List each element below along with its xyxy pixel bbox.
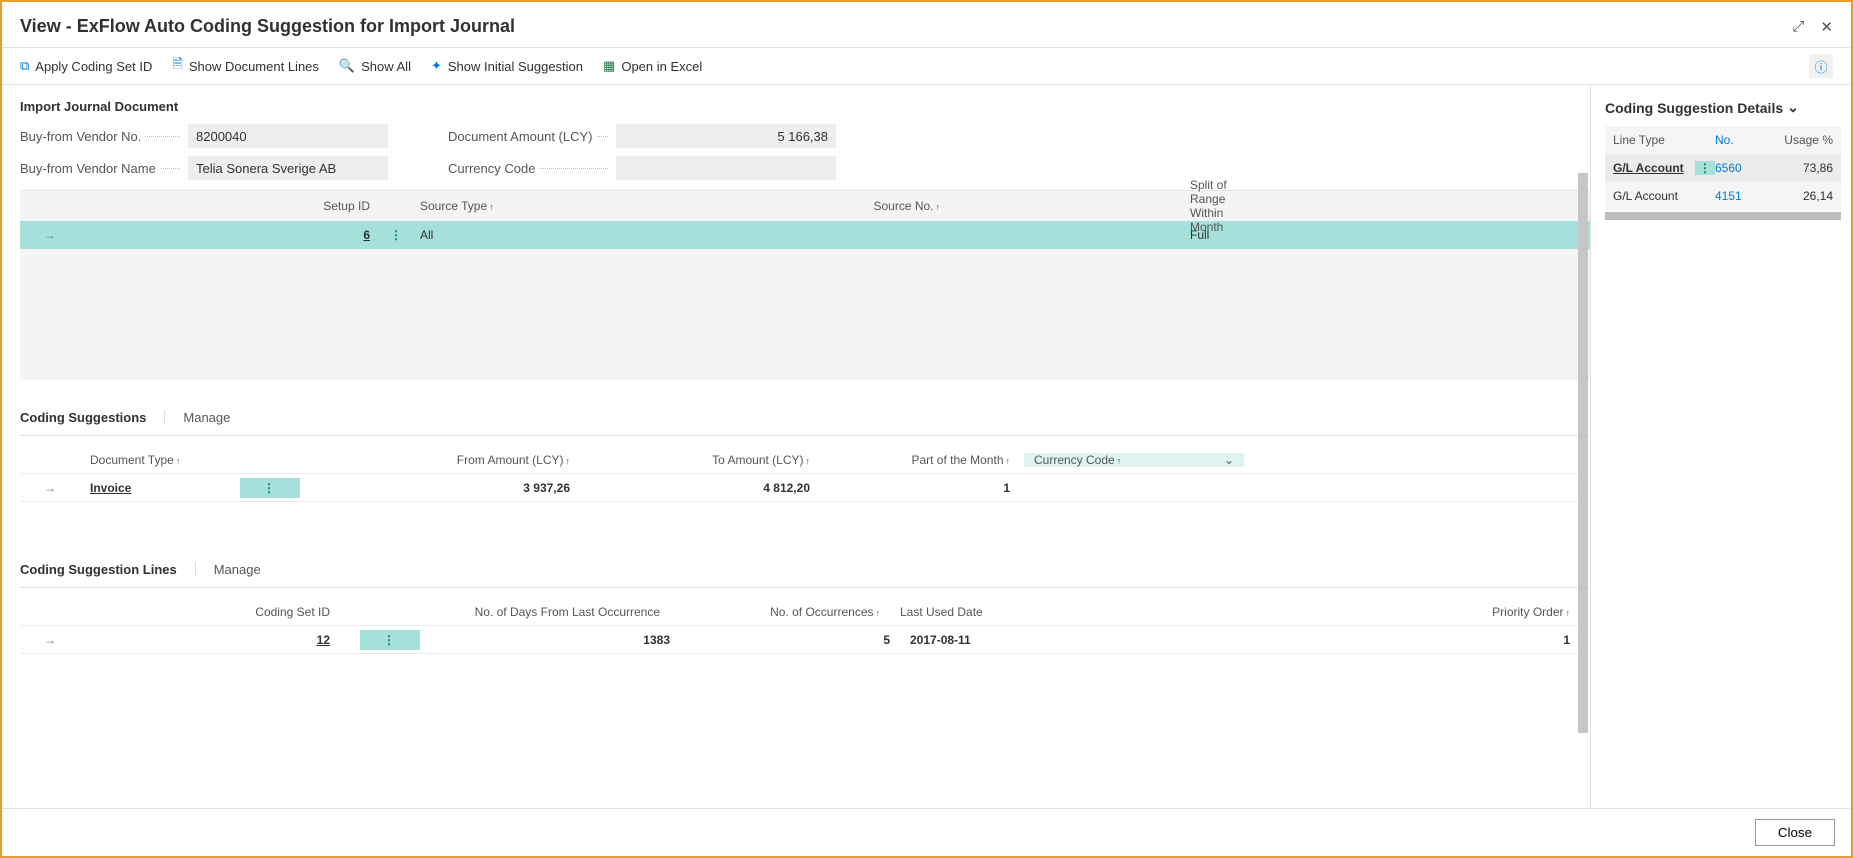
coding-lines-manage-button[interactable]: Manage: [214, 562, 261, 577]
dialog-footer: Close: [2, 808, 1851, 856]
coding-set-id-link[interactable]: 12: [317, 633, 330, 647]
col-source-no[interactable]: Source No.: [873, 199, 933, 213]
row-arrow-icon[interactable]: →: [20, 481, 80, 495]
line-type-value: G/L Account: [1605, 189, 1695, 203]
col-currency-filter[interactable]: Currency Code↑ ⌄: [1024, 453, 1244, 467]
details-title: Coding Suggestion Details: [1605, 100, 1783, 116]
show-all-button[interactable]: 🔍 Show All: [339, 58, 411, 74]
coding-suggestions-manage-button[interactable]: Manage: [183, 410, 230, 425]
from-amount-value: 3 937,26: [300, 481, 580, 495]
close-icon[interactable]: ✕: [1820, 18, 1833, 36]
vendor-no-label: Buy-from Vendor No.: [20, 129, 145, 144]
col-priority[interactable]: Priority Order: [1492, 605, 1563, 619]
col-setup-id[interactable]: Setup ID: [80, 199, 380, 213]
toolbar: ⧉ Apply Coding Set ID 🗎 Show Document Li…: [2, 48, 1851, 85]
coding-suggestion-row[interactable]: → Invoice ⋮ 3 937,26 4 812,20 1: [20, 474, 1590, 502]
row-arrow-icon[interactable]: →: [20, 633, 80, 647]
to-amount-value: 4 812,20: [580, 481, 820, 495]
vendor-name-field[interactable]: Telia Sonera Sverige AB: [188, 156, 388, 180]
col-coding-set-id[interactable]: Coding Set ID: [80, 605, 340, 619]
info-icon[interactable]: ⓘ: [1809, 54, 1833, 78]
collapse-icon[interactable]: ⤢: [1792, 18, 1804, 36]
col-split[interactable]: Split of Range Within Month: [950, 178, 1250, 234]
col-source-type[interactable]: Source Type: [420, 199, 487, 213]
account-no[interactable]: 6560: [1715, 161, 1775, 175]
setup-id-link[interactable]: 6: [363, 228, 370, 242]
show-initial-label: Show Initial Suggestion: [448, 59, 583, 74]
usage-value: 26,14: [1775, 189, 1841, 203]
doc-amount-label: Document Amount (LCY): [448, 129, 597, 144]
close-button[interactable]: Close: [1755, 819, 1835, 846]
col-occurrences[interactable]: No. of Occurrences: [770, 605, 873, 619]
details-panel: Coding Suggestion Details ⌄ Line Type No…: [1591, 85, 1851, 809]
occurrences-value: 5: [680, 633, 900, 647]
row-more-button[interactable]: ⋮: [360, 630, 420, 650]
last-used-value: 2017-08-11: [900, 633, 1040, 647]
row-more-icon[interactable]: ⋮: [380, 228, 410, 242]
currency-label: Currency Code: [448, 161, 539, 176]
apply-coding-label: Apply Coding Set ID: [35, 59, 152, 74]
details-row[interactable]: G/L Account 4151 26,14: [1605, 182, 1841, 210]
page-title: View - ExFlow Auto Coding Suggestion for…: [20, 16, 515, 37]
col-usage[interactable]: Usage %: [1775, 133, 1841, 147]
priority-value: 1: [1040, 633, 1590, 647]
doc-lines-icon: 🗎: [172, 55, 182, 77]
chevron-down-icon: ⌄: [1224, 453, 1234, 467]
col-no[interactable]: No.: [1715, 133, 1775, 147]
col-to-amount[interactable]: To Amount (LCY): [712, 453, 803, 467]
coding-line-row[interactable]: → 12 ⋮ 1383 5 2017-08-11 1: [20, 626, 1590, 654]
details-row[interactable]: G/L Account ⋮ 6560 73,86: [1605, 154, 1841, 182]
part-month-value: 1: [820, 481, 1020, 495]
chevron-down-icon[interactable]: ⌄: [1787, 99, 1799, 116]
show-document-lines-button[interactable]: 🗎 Show Document Lines: [172, 55, 319, 77]
split-value: Full: [950, 228, 1250, 242]
col-from-amount[interactable]: From Amount (LCY): [457, 453, 564, 467]
main-content: Import Journal Document Buy-from Vendor …: [2, 85, 1591, 809]
vertical-scrollbar[interactable]: [1578, 173, 1588, 733]
show-all-label: Show All: [361, 59, 411, 74]
col-last-used[interactable]: Last Used Date: [890, 605, 1030, 619]
days-last-value: 1383: [420, 633, 680, 647]
apply-coding-set-id-button[interactable]: ⧉ Apply Coding Set ID: [20, 58, 152, 74]
usage-value: 73,86: [1775, 161, 1841, 175]
vendor-no-field[interactable]: 8200040: [188, 124, 388, 148]
vendor-name-label: Buy-from Vendor Name: [20, 161, 160, 176]
source-type-value: All: [410, 228, 670, 242]
account-no[interactable]: 4151: [1715, 189, 1775, 203]
line-type-link[interactable]: G/L Account: [1613, 161, 1684, 175]
col-days-last[interactable]: No. of Days From Last Occurrence: [410, 605, 670, 619]
doc-type-link[interactable]: Invoice: [90, 481, 131, 495]
coding-suggestions-title: Coding Suggestions: [20, 410, 165, 425]
col-line-type[interactable]: Line Type: [1605, 133, 1695, 147]
doc-amount-field[interactable]: 5 166,38: [616, 124, 836, 148]
horizontal-scrollbar[interactable]: [1605, 212, 1841, 220]
coding-lines-title: Coding Suggestion Lines: [20, 562, 196, 577]
open-in-excel-button[interactable]: ▦ Open in Excel: [603, 58, 702, 74]
initial-icon: ✦: [431, 58, 442, 74]
excel-icon: ▦: [603, 58, 615, 74]
show-initial-suggestion-button[interactable]: ✦ Show Initial Suggestion: [431, 58, 583, 74]
import-journal-heading: Import Journal Document: [20, 99, 1590, 114]
dialog-header: View - ExFlow Auto Coding Suggestion for…: [2, 2, 1851, 48]
col-part-month[interactable]: Part of the Month: [911, 453, 1003, 467]
currency-field[interactable]: [616, 156, 836, 180]
show-doc-lines-label: Show Document Lines: [189, 59, 319, 74]
col-doc-type[interactable]: Document Type: [90, 453, 174, 467]
open-excel-label: Open in Excel: [621, 59, 702, 74]
row-more-icon[interactable]: ⋮: [1695, 161, 1715, 175]
row-arrow-icon[interactable]: →: [20, 228, 80, 242]
apply-icon: ⧉: [20, 58, 29, 74]
setup-row[interactable]: → 6 ⋮ All Full: [20, 221, 1590, 249]
show-all-icon: 🔍: [339, 58, 355, 74]
row-more-button[interactable]: ⋮: [240, 478, 300, 498]
